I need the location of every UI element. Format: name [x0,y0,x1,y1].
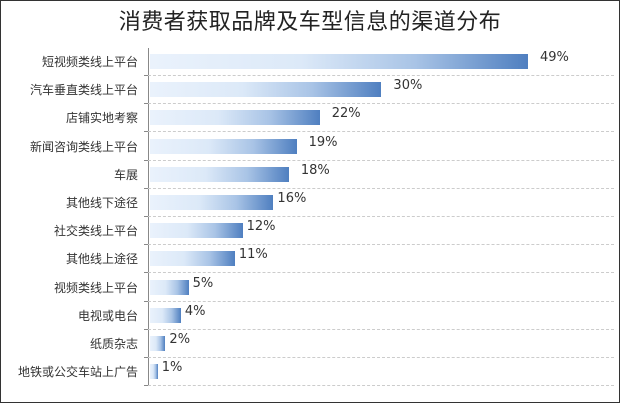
bar [150,307,181,323]
category-label: 社交类线上平台 [53,224,138,239]
category-label: 汽车垂直类线上平台 [29,83,138,98]
bar-row: 电视或电台 4% [78,302,614,330]
y-axis-line [148,48,149,386]
axis-tick [144,216,148,217]
bar [150,336,166,351]
category-label: 短视频类线上平台 [41,55,138,69]
axis-tick [144,103,148,105]
gridline [148,328,614,330]
gridline [148,103,614,105]
bar [150,166,289,182]
category-label: 店铺实地考察 [65,111,138,126]
bar-row: 纸质杂志 2% [90,330,614,358]
bar [150,54,528,69]
category-label: 车展 [113,167,138,182]
bar-row: 车展 18% [114,161,614,189]
value-label: 19% [308,134,338,150]
gridline [148,300,614,302]
bar [150,223,243,239]
value-label: 4% [184,303,206,319]
axis-tick [144,385,148,387]
bar [150,138,297,154]
category-label: 纸质杂志 [89,337,138,351]
gridline [148,357,614,358]
axis-tick [144,131,148,133]
bar [150,110,320,126]
bar-row: 汽车垂直类线上平台 30% [30,76,614,105]
gridline [148,75,614,76]
category-label: 视频类线上平台 [53,280,138,295]
axis-tick [144,159,148,161]
value-label: 22% [331,106,361,122]
value-label: 12% [246,219,276,235]
gridline [148,159,614,161]
bar [150,251,235,267]
bar [150,279,189,295]
value-label: 5% [192,275,214,291]
gridline [148,244,614,246]
axis-tick [144,244,148,246]
bar-row: 地铁或公交车站上广告 1% [18,358,614,387]
value-label: 1% [161,360,183,376]
gridline [148,216,614,217]
bar [150,82,382,98]
category-label: 其他线下途径 [65,196,138,210]
bar [150,364,158,380]
category-label: 其他线上途径 [65,252,138,267]
category-label: 地铁或公交车站上广告 [17,365,138,380]
value-label: 11% [238,247,268,263]
bar-row: 社交类线上平台 12% [54,217,614,246]
value-label: 2% [169,332,191,347]
gridline [148,187,614,189]
gridline [148,272,614,274]
category-label: 新闻咨询类线上平台 [29,139,138,154]
bar [150,195,274,210]
value-label: 30% [393,78,423,94]
chart-title: 消费者获取品牌及车型信息的渠道分布 [118,10,502,35]
gridline [148,131,614,133]
axis-tick [144,75,148,76]
bar-row: 其他线下途径 16% [66,189,614,217]
category-label: 电视或电台 [77,308,138,323]
bar-row: 店铺实地考察 22% [66,104,614,133]
axis-tick [144,187,148,189]
bar-row: 新闻咨询类线上平台 19% [30,133,614,161]
gridline [148,385,614,387]
axis-tick [144,300,148,302]
value-label: 49% [540,50,569,65]
bar-row: 短视频类线上平台 49% [42,48,614,76]
plot-area: 短视频类线上平台 49% 汽车垂直类线上平台 30% 店铺实地考察 22% 新闻咨询类线上平… [18,48,614,387]
axis-tick [144,328,148,330]
axis-tick [144,357,148,358]
value-label: 16% [277,191,307,206]
bar-row: 视频类线上平台 5% [54,274,614,302]
bar-row: 其他线上途径 11% [66,245,614,274]
value-label: 18% [300,162,330,178]
axis-tick [144,272,148,274]
